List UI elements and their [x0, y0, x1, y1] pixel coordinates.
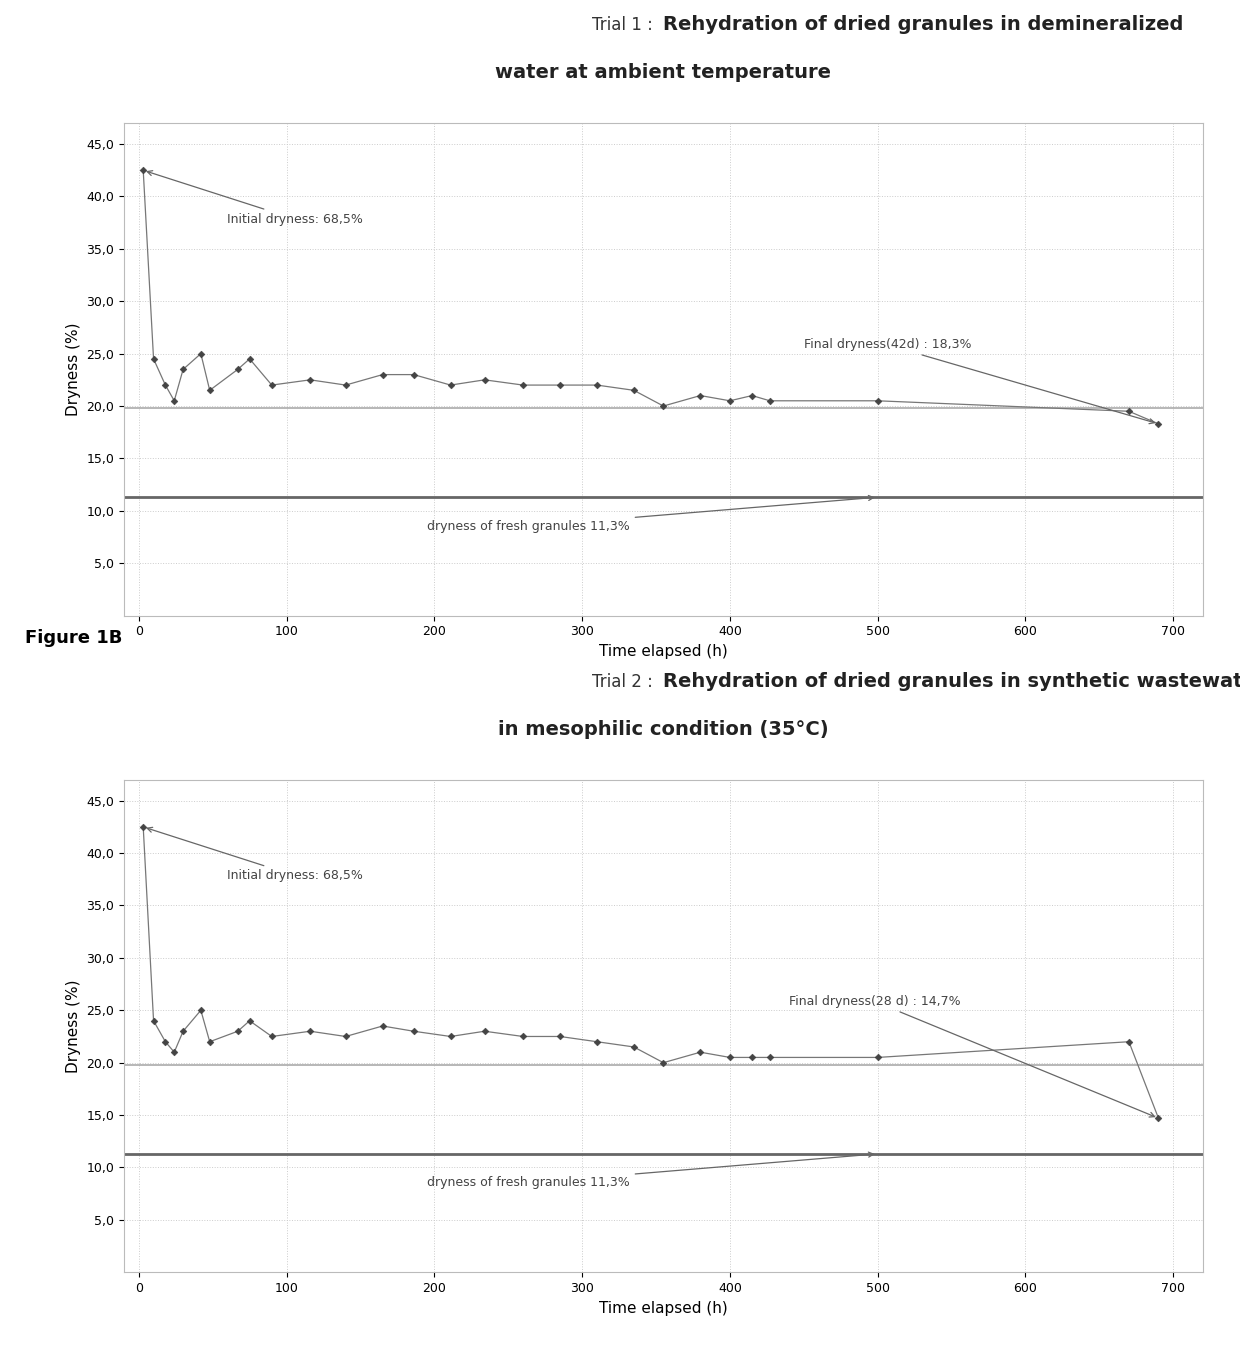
Y-axis label: Dryness (%): Dryness (%) — [66, 323, 81, 416]
Text: Initial dryness: 68,5%: Initial dryness: 68,5% — [148, 828, 363, 882]
Text: Rehydration of dried granules in synthetic wastewater: Rehydration of dried granules in synthet… — [663, 672, 1240, 691]
Text: in mesophilic condition (35°C): in mesophilic condition (35°C) — [498, 720, 828, 739]
Y-axis label: Dryness (%): Dryness (%) — [66, 979, 81, 1073]
Text: Final dryness(28 d) : 14,7%: Final dryness(28 d) : 14,7% — [789, 995, 1154, 1118]
Text: dryness of fresh granules 11,3%: dryness of fresh granules 11,3% — [427, 1152, 873, 1189]
X-axis label: Time elapsed (h): Time elapsed (h) — [599, 1301, 728, 1316]
Text: Trial 1 :: Trial 1 : — [591, 16, 663, 34]
Text: Initial dryness: 68,5%: Initial dryness: 68,5% — [148, 171, 363, 226]
X-axis label: Time elapsed (h): Time elapsed (h) — [599, 644, 728, 659]
Text: Rehydration of dried granules in demineralized: Rehydration of dried granules in deminer… — [663, 15, 1184, 34]
Text: dryness of fresh granules 11,3%: dryness of fresh granules 11,3% — [427, 495, 873, 532]
Text: Final dryness(42d) : 18,3%: Final dryness(42d) : 18,3% — [804, 338, 1154, 424]
Text: water at ambient temperature: water at ambient temperature — [496, 63, 831, 82]
Text: Trial 2 :: Trial 2 : — [591, 673, 663, 691]
Text: Figure 1B: Figure 1B — [25, 629, 123, 647]
